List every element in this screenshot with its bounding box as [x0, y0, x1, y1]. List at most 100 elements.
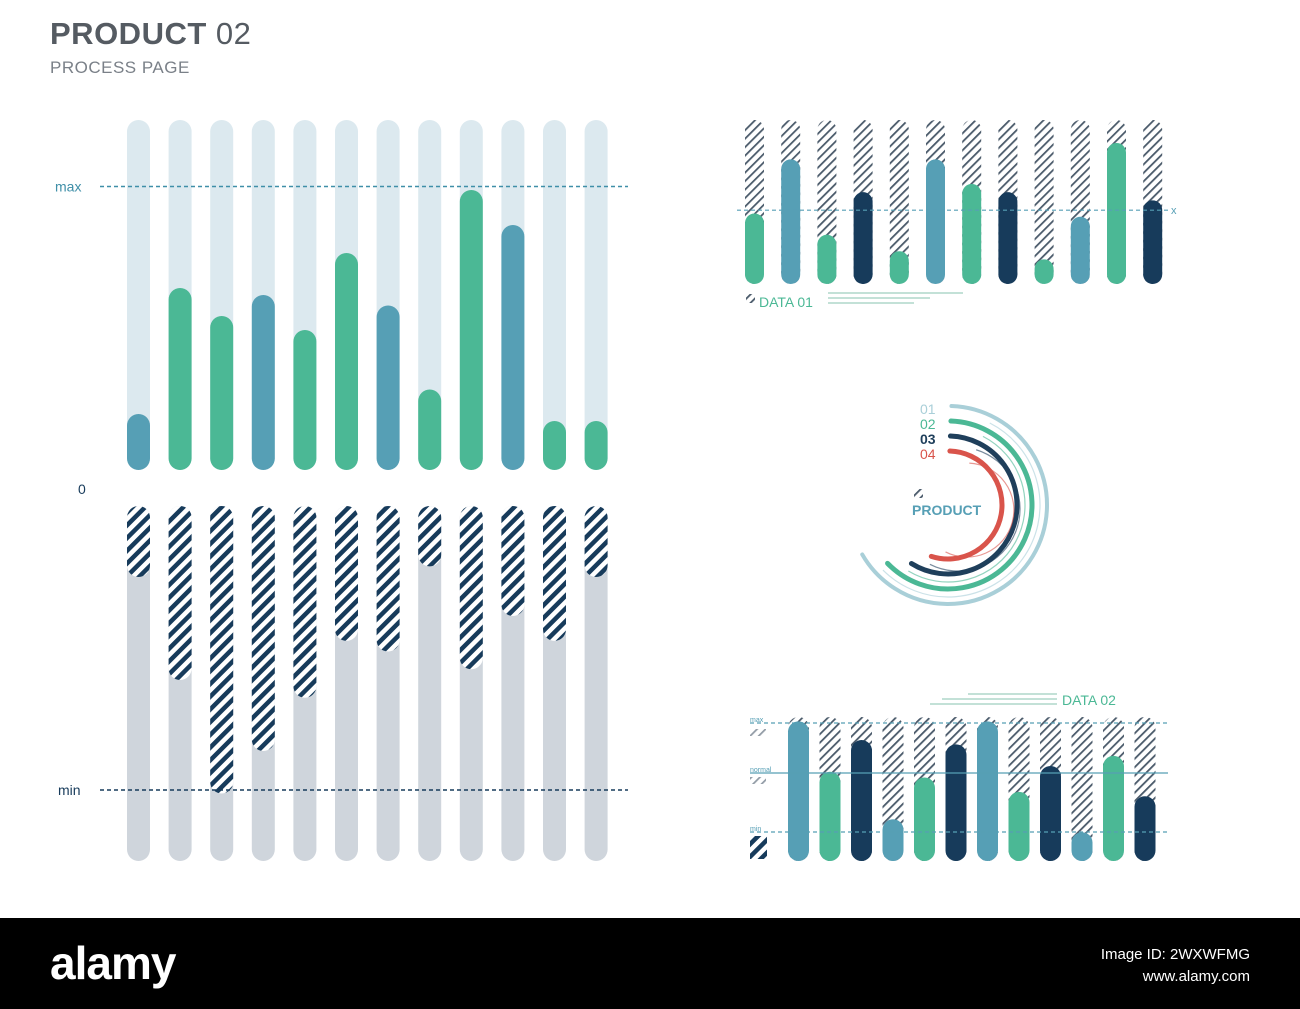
data02-bar: [945, 744, 967, 861]
data01-bar: [817, 234, 837, 284]
data02-bar: [1071, 832, 1093, 861]
data02-bar: [788, 721, 809, 861]
data02-bar: [1134, 796, 1156, 861]
data02-bar: [1040, 765, 1061, 861]
lower-bar: [584, 506, 608, 577]
data02-swatch-normal: [750, 777, 766, 784]
ring-arc: [860, 404, 1049, 606]
lower-bar: [376, 506, 400, 652]
ring-inner-arc: [882, 422, 1041, 598]
data01-bar: [889, 251, 909, 284]
upper-bar: [418, 389, 442, 470]
data02-bar: [851, 740, 872, 861]
data01-legend-swatch: [746, 294, 755, 303]
lower-bar: [335, 506, 358, 641]
lower-bar: [501, 506, 525, 617]
data01-label: DATA 01: [759, 294, 813, 310]
lower-bar: [459, 506, 483, 670]
lower-bar: [210, 506, 234, 794]
main-upper-chart: max 0: [55, 120, 628, 497]
ring-inner-arc: [908, 435, 1026, 583]
data01-bar: [745, 213, 764, 284]
data-02-chart: max normal min DATA 02: [750, 692, 1168, 861]
data01-bar: [1107, 142, 1126, 284]
ring-label: 03: [920, 431, 936, 447]
ring-inner-arc: [929, 449, 1021, 572]
page-subtitle: PROCESS PAGE: [50, 58, 190, 77]
min-label: min: [58, 782, 81, 798]
upper-bar: [168, 288, 192, 470]
ring-label: 01: [920, 401, 936, 417]
data02-swatch-min: [750, 836, 767, 859]
upper-bar: [543, 421, 566, 470]
data-01-chart: x DATA 01: [737, 120, 1177, 310]
upper-bar: [584, 421, 608, 470]
upper-track: [584, 120, 608, 470]
max-label: max: [55, 179, 81, 195]
lower-bar: [251, 506, 275, 751]
data01-bar: [962, 183, 982, 284]
lower-track: [127, 506, 150, 861]
ring-arc: [908, 433, 1020, 577]
ring-label: 04: [920, 446, 936, 462]
main-lower-chart: min: [58, 506, 628, 861]
data01-bar: [998, 192, 1018, 284]
data01-bar: [926, 159, 945, 284]
data01-bar: [853, 192, 873, 284]
zero-label: 0: [78, 481, 86, 497]
product-label: PRODUCT: [912, 502, 982, 518]
data02-bar: [914, 777, 935, 861]
data02-label: DATA 02: [1062, 692, 1116, 708]
upper-track: [543, 120, 566, 470]
title-bold: PRODUCT: [50, 16, 207, 51]
data01-bar: [1143, 200, 1163, 284]
data02-bar: [819, 771, 841, 861]
footer-logo: alamy: [50, 937, 176, 989]
data02-level-label: max: [750, 717, 764, 724]
upper-track: [418, 120, 442, 470]
data02-bar: [1008, 791, 1030, 861]
upper-bar: [210, 316, 234, 470]
data02-swatch-max: [750, 729, 766, 736]
data01-track: [1034, 120, 1054, 284]
upper-bar: [335, 253, 358, 470]
ring-label: 02: [920, 416, 936, 432]
lower-bar: [543, 506, 566, 641]
data02-bar: [1103, 755, 1124, 861]
lower-track: [584, 506, 608, 861]
upper-track: [127, 120, 150, 470]
upper-bar: [251, 295, 275, 470]
data02-level-label: normal: [750, 767, 772, 774]
footer-code: Image ID: 2WXWFMG www.alamy.com: [1101, 944, 1250, 988]
data01-bar: [1070, 216, 1090, 284]
lower-track: [418, 506, 442, 861]
lower-bar: [418, 506, 442, 567]
product-legend-swatch: [914, 489, 923, 498]
page-title: PRODUCT 02: [50, 16, 251, 52]
footer-url: www.alamy.com: [1142, 968, 1250, 985]
ring-arc: [928, 448, 1005, 562]
data02-level-label: min: [750, 826, 761, 833]
data02-track: [1071, 717, 1093, 861]
footer-image-id: Image ID: 2WXWFMG: [1100, 946, 1250, 963]
upper-bar: [459, 190, 483, 470]
upper-bar: [293, 330, 317, 470]
title-number: 02: [215, 16, 252, 51]
ring-inner-arc: [945, 462, 1015, 558]
data01-x-label: x: [1171, 205, 1177, 217]
ring-arc: [885, 418, 1035, 592]
data02-bar: [882, 819, 904, 861]
lower-bar: [127, 506, 150, 577]
upper-bar: [501, 225, 525, 470]
data01-track: [889, 120, 909, 284]
data02-bar: [977, 721, 998, 861]
footer-bar: [0, 918, 1300, 1009]
lower-bar: [168, 506, 192, 680]
upper-bar: [376, 305, 400, 470]
upper-bar: [127, 414, 150, 470]
data01-bar: [1034, 259, 1054, 284]
data01-bar: [781, 159, 801, 284]
